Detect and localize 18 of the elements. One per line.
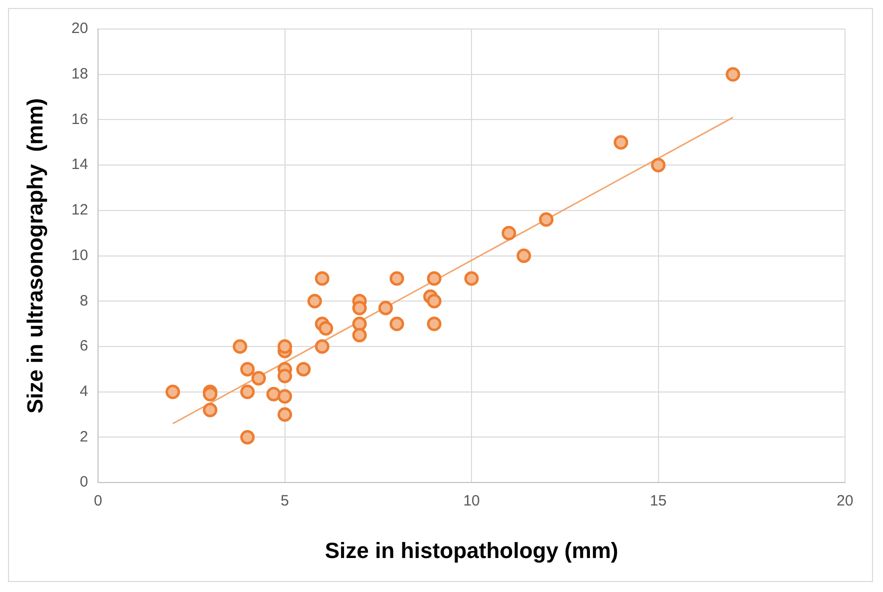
y-tick-label: 20 [71,20,88,38]
x-tick-label: 10 [463,492,480,510]
x-tick-label: 15 [650,492,667,510]
y-axis-title: Size in ultrasonography (mm) [22,98,48,414]
y-tick-label: 14 [71,156,88,174]
x-tick-label: 0 [94,492,102,510]
x-axis-title: Size in histopathology (mm) [324,538,618,563]
y-tick-label: 0 [80,474,88,491]
y-tick-label: 6 [80,338,88,355]
y-tick-label: 16 [71,110,88,128]
x-tick-label: 5 [280,492,289,510]
y-tick-label: 4 [80,383,88,400]
y-tick-label: 2 [80,428,88,446]
y-tick-label: 18 [71,66,88,82]
y-tick-label: 10 [71,246,88,264]
y-tick-label: 12 [71,202,88,219]
y-tick-label: 8 [80,292,88,310]
x-tick-label: 20 [836,492,854,510]
